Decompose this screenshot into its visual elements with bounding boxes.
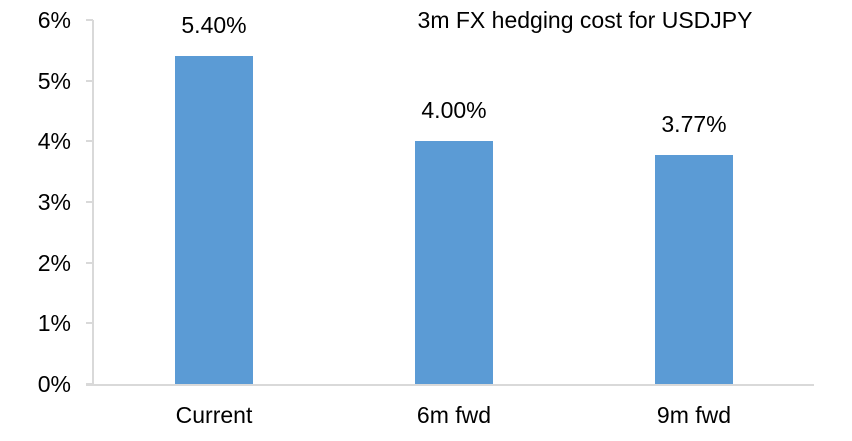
x-category-label-current: Current [175,402,253,428]
bar-current [175,56,253,384]
bar-value-label: 4.00% [421,97,487,124]
y-tick-mark [86,322,93,325]
y-tick-label: 1% [37,310,71,337]
y-tick-mark [86,140,93,143]
chart-title: 3m FX hedging cost for USDJPY [417,7,753,33]
y-tick-mark [86,383,93,385]
y-tick-mark [86,261,93,264]
y-tick-mark [86,79,93,82]
y-tick-mark [86,201,93,203]
x-category-label-9m-fwd: 9m fwd [656,402,732,428]
y-tick-label: 3% [37,189,71,215]
bar-6m-fwd [415,141,493,384]
y-axis-line [92,20,94,385]
x-category-label-6m-fwd: 6m fwd [416,402,492,428]
y-tick-label: 5% [37,67,71,94]
y-tick-mark [86,19,93,21]
y-tick-label: 0% [37,371,71,397]
bar-9m-fwd [655,155,733,384]
x-axis-line [86,384,814,386]
bar-value-label: 3.77% [661,111,727,138]
y-tick-label: 2% [37,249,71,276]
bar-value-label: 5.40% [181,12,247,39]
y-tick-label: 4% [37,128,71,155]
y-tick-label: 6% [37,7,71,33]
